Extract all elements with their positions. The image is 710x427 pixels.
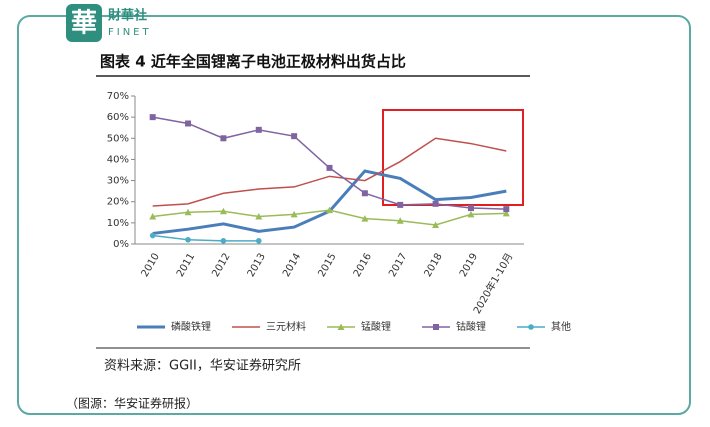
x-tick-label: 2012 — [210, 252, 232, 280]
y-tick-label: 50% — [107, 133, 129, 144]
marker — [220, 135, 227, 142]
chart-title: 图表 4 近年全国锂离子电池正极材料出货占比 — [100, 53, 406, 71]
marker — [467, 205, 474, 212]
x-tick-label: 2019 — [458, 252, 480, 280]
legend-label: 磷酸铁锂 — [171, 320, 211, 333]
marker — [326, 206, 333, 214]
source: 资料来源：GGII，华安证券研究所 — [104, 358, 301, 374]
marker — [255, 238, 262, 244]
frame — [17, 15, 691, 415]
marker — [397, 201, 404, 208]
x-tick-label: 2018 — [423, 252, 445, 280]
x-tick-label: 2013 — [246, 252, 268, 280]
marker — [337, 323, 345, 330]
marker — [255, 213, 263, 220]
marker — [184, 208, 192, 216]
logo-badge — [66, 4, 102, 42]
logo-char: 華 — [71, 9, 97, 39]
marker — [432, 221, 440, 228]
legend-label: 其他 — [551, 320, 571, 333]
x-tick-label: 2015 — [316, 252, 338, 280]
marker — [396, 217, 404, 224]
legend-label: 锰酸锂 — [361, 320, 391, 333]
series-line — [152, 137, 507, 207]
series-line — [152, 169, 507, 235]
marker — [432, 200, 439, 207]
marker — [502, 209, 510, 217]
y-tick-label: 70% — [107, 91, 129, 102]
x-tick-label: 2014 — [281, 252, 303, 280]
x-tick-label: 2010 — [140, 252, 162, 280]
y-tick-label: 20% — [107, 197, 129, 208]
marker — [149, 114, 156, 121]
x-tick-label: 2017 — [387, 252, 409, 280]
marker — [467, 210, 475, 218]
marker — [291, 133, 298, 140]
marker — [149, 213, 157, 220]
marker — [503, 206, 510, 213]
brand: 財華社 — [107, 8, 147, 24]
legend-label: 三元材料 — [266, 320, 306, 333]
series-line — [152, 116, 507, 210]
y-tick-label: 60% — [107, 112, 129, 123]
brand-en: FINET — [108, 27, 152, 38]
y-tick-label: 10% — [107, 218, 129, 229]
marker — [149, 232, 156, 239]
marker — [528, 324, 534, 330]
series-line — [152, 234, 259, 242]
caption: （图源：华安证券研报） — [66, 396, 198, 411]
legend-label: 钴酸锂 — [456, 320, 486, 333]
marker — [361, 190, 368, 197]
marker — [219, 207, 227, 215]
marker — [326, 164, 333, 171]
y-tick-label: 40% — [107, 154, 129, 165]
x-tick-label: 2011 — [175, 252, 197, 280]
marker — [290, 210, 298, 218]
marker — [185, 236, 191, 243]
marker — [185, 120, 192, 127]
marker — [361, 215, 369, 222]
y-tick-label: 0% — [113, 239, 129, 250]
marker — [255, 126, 262, 133]
highlight-box — [382, 109, 524, 206]
marker — [433, 324, 439, 330]
x-tick-label: 2016 — [352, 252, 374, 280]
y-tick-label: 30% — [107, 176, 129, 187]
marker — [220, 238, 227, 244]
